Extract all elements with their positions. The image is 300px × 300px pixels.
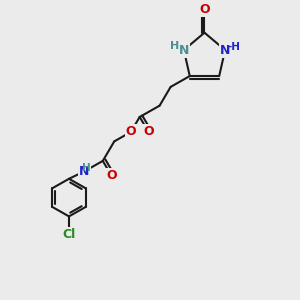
Text: N: N bbox=[220, 44, 230, 56]
Text: N: N bbox=[79, 165, 90, 178]
Text: O: O bbox=[125, 125, 136, 139]
Text: O: O bbox=[199, 3, 210, 16]
Text: H: H bbox=[170, 41, 179, 51]
Text: O: O bbox=[143, 125, 154, 139]
Text: H: H bbox=[82, 164, 90, 173]
Text: -H: -H bbox=[227, 42, 240, 52]
Text: O: O bbox=[106, 169, 117, 182]
Text: N: N bbox=[179, 44, 189, 56]
Text: Cl: Cl bbox=[62, 228, 76, 241]
